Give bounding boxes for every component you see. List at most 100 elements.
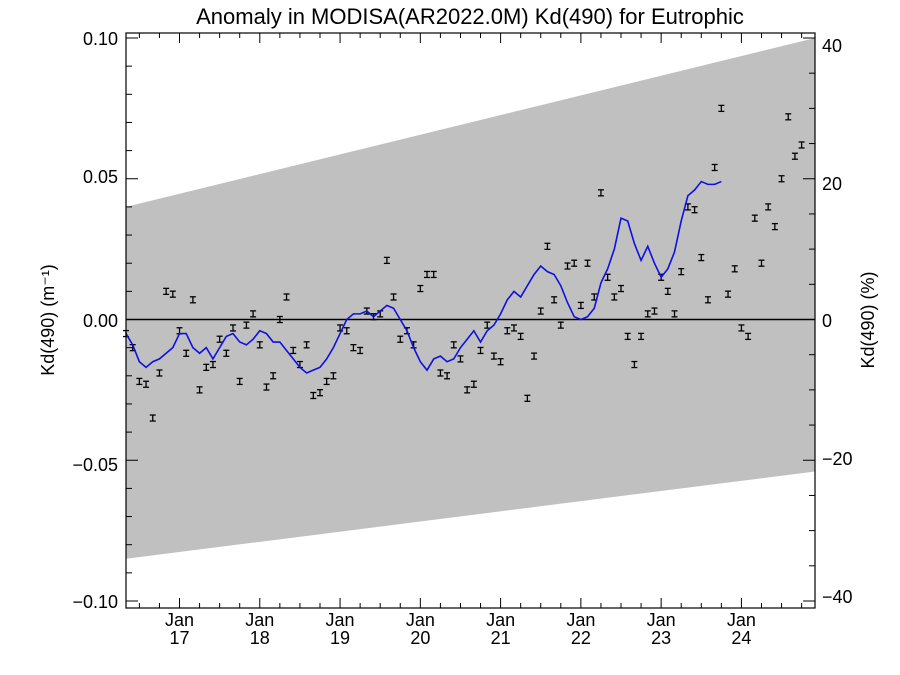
anomaly-point: [143, 380, 150, 388]
anomaly-point: [230, 324, 237, 332]
x-tick-label-month: Jan: [326, 610, 355, 630]
anomaly-point: [136, 377, 143, 386]
anomaly-point: [751, 214, 758, 222]
chart-title: Anomaly in MODISA(AR2022.0M) Kd(490) for…: [196, 4, 744, 29]
anomaly-point: [236, 377, 243, 386]
anomaly-point: [330, 372, 337, 380]
anomaly-point: [698, 253, 705, 262]
anomaly-point: [524, 394, 531, 402]
anomaly-point: [651, 307, 658, 315]
anomaly-point: [758, 259, 765, 267]
anomaly-point: [718, 104, 725, 113]
plot-frame: [125, 32, 816, 609]
anomaly-point: [704, 296, 711, 304]
uncertainty-band: [126, 38, 815, 559]
right-tick-label: 20: [822, 174, 842, 194]
anomaly-point: [584, 259, 591, 267]
anomaly-point: [303, 341, 310, 349]
anomaly-point: [424, 270, 431, 279]
anomaly-point: [564, 262, 571, 270]
anomaly-point: [678, 267, 685, 276]
right-tick-label: 0: [822, 311, 832, 331]
anomaly-point: [731, 265, 738, 273]
axis-ticks: [126, 33, 815, 608]
x-tick-label-year: 23: [651, 628, 671, 648]
anomaly-point: [169, 290, 176, 298]
anomaly-point: [430, 270, 437, 279]
x-tick-label-month: Jan: [566, 610, 595, 630]
x-tick-label-year: 20: [410, 628, 430, 648]
anomaly-point: [557, 321, 564, 329]
anomaly-point: [189, 296, 196, 304]
right-tick-label: −20: [822, 449, 853, 469]
anomaly-point: [644, 310, 651, 318]
anomaly-point: [798, 141, 805, 149]
anomaly-point: [310, 391, 317, 400]
x-tick-label-month: Jan: [486, 610, 515, 630]
x-tick-label-month: Jan: [406, 610, 435, 630]
x-tick-label-year: 22: [571, 628, 591, 648]
anomaly-point: [283, 293, 290, 301]
anomaly-point: [270, 372, 277, 380]
left-tick-label: 0.00: [83, 311, 118, 331]
left-tick-label: −0.10: [72, 592, 118, 612]
x-tick-label-year: 24: [731, 628, 751, 648]
plot-area: [123, 32, 816, 609]
anomaly-point: [477, 346, 484, 355]
anomaly-point: [791, 152, 798, 160]
anomaly-point: [611, 293, 618, 301]
anomaly-point: [711, 163, 718, 172]
anomaly-point: [457, 355, 464, 363]
anomaly-point: [263, 383, 270, 391]
anomaly-point: [691, 206, 698, 214]
anomaly-point: [597, 189, 604, 197]
anomaly-point: [343, 327, 350, 335]
anomaly-point: [149, 414, 156, 422]
anomaly-point: [745, 332, 752, 341]
anomaly-point: [390, 293, 397, 301]
left-axis-title: Kd(490) (m⁻¹): [38, 264, 58, 376]
anomaly-point: [223, 349, 230, 357]
anomaly-point: [316, 389, 323, 397]
anomaly-point: [450, 341, 457, 349]
anomaly-point: [470, 380, 477, 388]
left-tick-label: 0.05: [83, 167, 118, 187]
anomaly-point: [537, 307, 544, 315]
anomaly-point: [243, 321, 250, 329]
left-tick-label: 0.10: [83, 29, 118, 49]
anomaly-point: [464, 386, 471, 394]
anomaly-point: [497, 358, 504, 366]
anomaly-point: [618, 284, 625, 293]
anomaly-point: [631, 360, 638, 369]
anomaly-point: [216, 335, 223, 343]
anomaly-point: [517, 332, 524, 341]
anomaly-point: [738, 324, 745, 332]
anomaly-point: [671, 310, 678, 318]
anomaly-point: [510, 324, 517, 332]
right-tick-label: −40: [822, 587, 853, 607]
anomaly-point: [551, 296, 558, 304]
anomaly-point: [765, 203, 772, 211]
anomaly-point: [444, 372, 451, 380]
anomaly-point: [571, 259, 578, 267]
x-tick-label-year: 17: [169, 628, 189, 648]
anomaly-point: [638, 332, 645, 341]
x-tick-label-month: Jan: [647, 610, 676, 630]
anomaly-point: [544, 242, 551, 250]
anomaly-point: [183, 349, 190, 357]
anomaly-point: [203, 363, 210, 372]
anomaly-point: [577, 301, 584, 310]
anomaly-points: [123, 104, 805, 422]
left-axis-labels: 0.10 0.05 0.00 −0.05 −0.10: [72, 29, 118, 612]
anomaly-point: [290, 346, 297, 355]
x-tick-label-year: 18: [250, 628, 270, 648]
right-axis-title: Kd(490) (%): [858, 271, 878, 368]
anomaly-point: [531, 352, 538, 360]
anomaly-point: [350, 343, 357, 352]
anomaly-point: [725, 290, 732, 298]
anomaly-point: [504, 327, 511, 335]
x-tick-label-month: Jan: [165, 610, 194, 630]
running-mean-line: [125, 180, 722, 374]
anomaly-point: [250, 310, 257, 318]
